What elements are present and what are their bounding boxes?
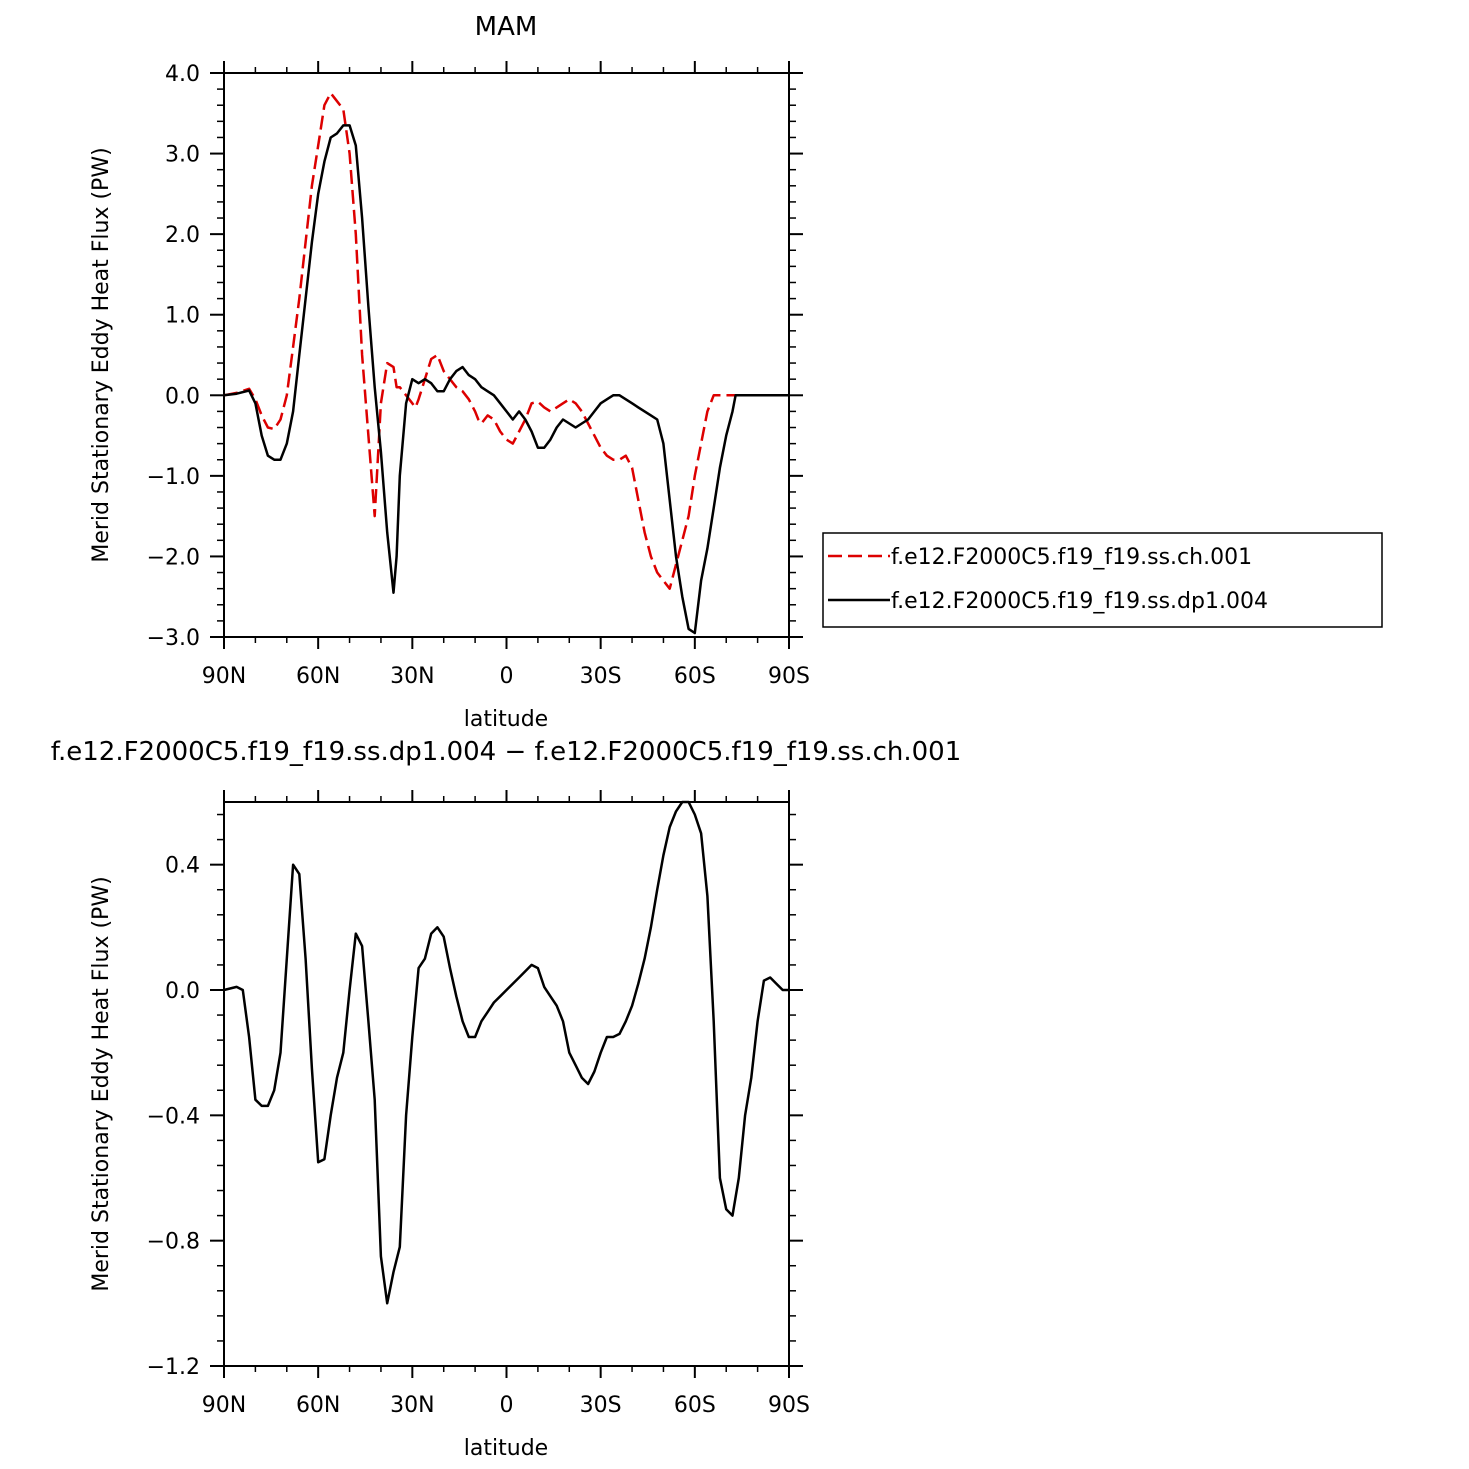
legend-box [822, 532, 1383, 628]
panel-top-x-axis: 90N 60N 30N 0 30S 60S 90S [202, 61, 810, 689]
x-tick-label: 60S [674, 664, 716, 689]
panel-top-plot [223, 91, 789, 635]
x-tick-label: 30N [390, 1393, 434, 1418]
panel-top: MAM 90N 60N 30N 0 30S 60S 90S −3.0 −2.0 −1.0 0.0 1… [89, 12, 1383, 732]
y-tick-label: −2.0 [147, 545, 200, 570]
y-tick-label: 1.0 [165, 304, 200, 329]
series-line-0 [223, 91, 789, 590]
panel-bottom-plot [223, 800, 789, 1305]
panel-bottom-x-label: latitude [464, 1436, 548, 1461]
x-tick-label: 0 [500, 1393, 514, 1418]
y-tick-label: 0.0 [165, 384, 200, 409]
y-tick-label: −1.0 [147, 465, 200, 490]
x-tick-label: 90S [768, 664, 810, 689]
panel-top-frame [223, 72, 790, 638]
panel-bottom: f.e12.F2000C5.f19_f19.ss.dp1.004 − f.e12… [51, 737, 962, 1461]
series-line-0 [223, 800, 789, 1305]
panel-bottom-x-axis: 90N 60N 30N 0 30S 60S 90S [202, 790, 810, 1418]
legend: f.e12.F2000C5.f19_f19.ss.ch.001 f.e12.F2… [822, 532, 1383, 628]
x-tick-label: 30S [580, 664, 622, 689]
y-tick-label: 2.0 [165, 223, 200, 248]
panel-top-title: MAM [475, 12, 538, 42]
panel-bottom-y-label: Merid Stationary Eddy Heat Flux (PW) [89, 876, 114, 1291]
y-tick-label: −3.0 [147, 626, 200, 651]
series-line-1 [223, 124, 789, 635]
panel-bottom-title: f.e12.F2000C5.f19_f19.ss.dp1.004 − f.e12… [51, 737, 962, 767]
panel-top-y-label: Merid Stationary Eddy Heat Flux (PW) [89, 147, 114, 562]
panel-bottom-y-axis: −1.2 −0.8 −0.4 0.0 0.4 [147, 813, 803, 1380]
x-tick-label: 30N [390, 664, 434, 689]
y-tick-label: 0.4 [165, 854, 200, 879]
x-tick-label: 90N [202, 664, 246, 689]
legend-label-dp1004: f.e12.F2000C5.f19_f19.ss.dp1.004 [891, 589, 1268, 614]
y-tick-label: 4.0 [165, 62, 200, 87]
x-tick-label: 30S [580, 1393, 622, 1418]
legend-label-ch001: f.e12.F2000C5.f19_f19.ss.ch.001 [891, 545, 1252, 570]
y-tick-label: −0.8 [147, 1230, 200, 1255]
panel-bottom-frame [223, 801, 790, 1367]
panel-top-x-label: latitude [464, 707, 548, 732]
panel-top-y-axis: −3.0 −2.0 −1.0 0.0 1.0 2.0 3.0 4.0 [147, 62, 803, 651]
y-tick-label: −0.4 [147, 1104, 200, 1129]
x-tick-label: 90S [768, 1393, 810, 1418]
x-tick-label: 60S [674, 1393, 716, 1418]
x-tick-label: 60N [296, 664, 340, 689]
y-tick-label: 3.0 [165, 143, 200, 168]
x-tick-label: 0 [500, 664, 514, 689]
y-tick-label: −1.2 [147, 1355, 200, 1380]
x-tick-label: 90N [202, 1393, 246, 1418]
y-tick-label: 0.0 [165, 979, 200, 1004]
x-tick-label: 60N [296, 1393, 340, 1418]
